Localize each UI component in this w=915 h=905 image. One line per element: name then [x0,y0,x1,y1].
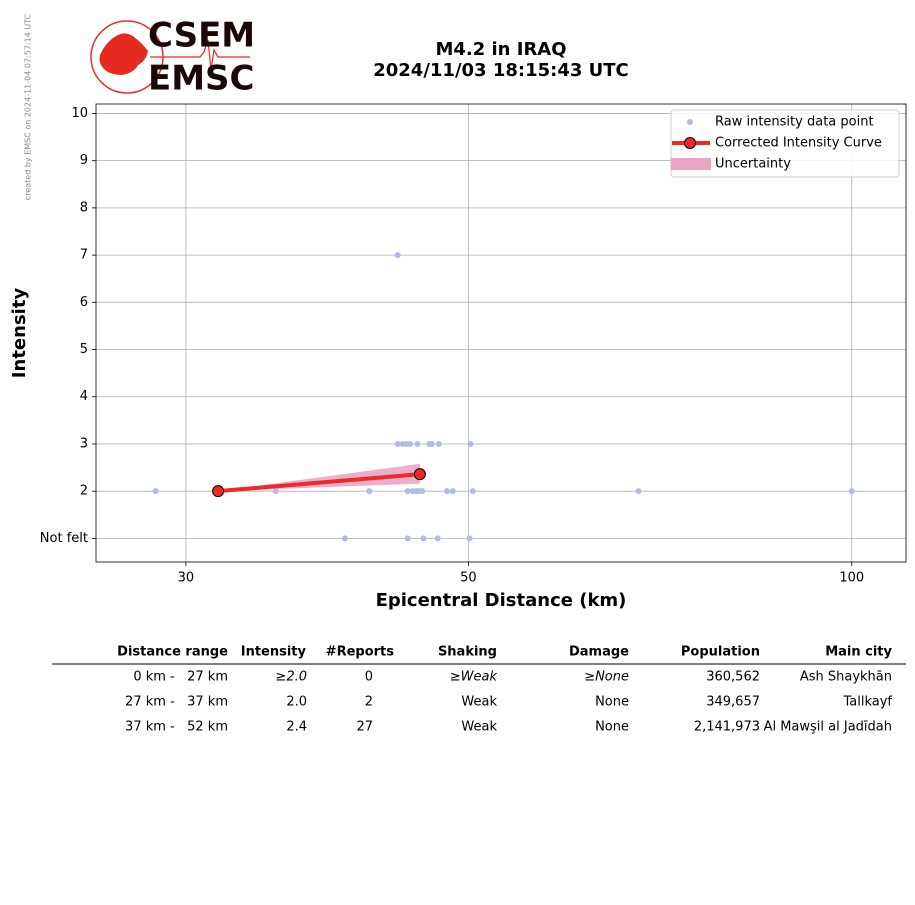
y-tick-label: 3 [80,436,88,451]
y-tick-label: 6 [80,295,88,310]
table-cell: 37 km - 52 km [125,720,228,735]
y-tick-label: 5 [80,342,88,357]
x-tick-label: 30 [178,571,195,586]
y-tick-label: 7 [80,248,88,263]
legend-label: Raw intensity data point [715,115,874,130]
table-cell: 360,562 [706,670,760,685]
table-cell: 2.0 [286,695,307,710]
x-axis-label: Epicentral Distance (km) [376,590,627,611]
legend-label: Corrected Intensity Curve [715,136,882,151]
table-cell: None [595,695,629,710]
data-point [419,488,426,495]
uncertainty-band [218,463,420,492]
y-tick-label: Not felt [40,531,88,546]
table-cell: Al Mawşil al Jadīdah [764,720,892,735]
legend: Raw intensity data point Corrected Intens… [670,109,900,178]
y-tick-label: 10 [71,106,88,121]
table-header: Damage [569,645,629,660]
plot: 30 50 100 Not felt 2 3 4 5 6 7 8 9 10 Raw intensity d… [40,103,907,586]
logo: CSEM EMSC [90,16,255,99]
data-point [466,535,473,542]
table-header: #Reports [326,645,395,660]
data-point [394,440,401,447]
table-cell: 0 km - 27 km [133,670,228,685]
table-cell: Weak [461,695,497,710]
table-header: Distance range [117,645,228,660]
table-cell: Tallkayf [842,695,892,710]
curve-line [217,472,421,494]
table-cell: ≥2.0 [275,670,307,685]
curve-point [212,485,225,498]
logo-top: CSEM [148,16,255,56]
data-point [635,488,642,495]
data-point [404,488,411,495]
table-cell: None [595,720,629,735]
table-header: Main city [825,645,892,660]
table-cell: 2 [365,695,373,710]
table: Distance range Intensity #Reports Shaking Da… [52,645,906,735]
y-tick-label: 4 [80,389,88,404]
y-tick-label: 8 [80,200,88,215]
y-axis-label: Intensity [9,288,30,379]
logo-bottom: EMSC [148,59,255,99]
curve-point [413,468,426,481]
x-tick-label: 100 [839,571,864,586]
y-tick-label: 2 [80,484,88,499]
chart-subtitle: 2024/11/03 18:15:43 UTC [373,60,629,81]
data-point [366,488,373,495]
table-header: Intensity [241,645,307,660]
logo-map [99,33,148,75]
table-cell: 2,141,973 [694,720,760,735]
table-cell: 27 [356,720,373,735]
table-cell: 349,657 [706,695,760,710]
chart-title: M4.2 in IRAQ [435,39,566,60]
table-cell: ≥Weak [450,670,498,685]
data-point [272,488,279,495]
data-point [341,535,348,542]
data-point [434,535,441,542]
data-point [414,440,421,447]
credit: created by EMSC on 2024-11-04 07:57:14 U… [24,13,33,200]
data-point [428,440,435,447]
legend-swatch [671,158,711,170]
table-header: Population [681,645,760,660]
y-tick-label: 9 [80,153,88,168]
legend-label: Uncertainty [715,157,791,172]
data-point [469,488,476,495]
table-cell: 2.4 [286,720,307,735]
data-point [467,440,474,447]
table-cell: ≥None [584,670,629,685]
data-point [404,535,411,542]
data-point [435,440,442,447]
legend-box [670,109,900,178]
table-cell: Weak [461,720,497,735]
x-tick-label: 50 [460,571,477,586]
data-point [394,252,401,259]
data-point [420,535,427,542]
data-point [848,488,855,495]
data-point [407,440,414,447]
table-cell: 0 [365,670,373,685]
legend-swatch [687,119,693,125]
plot-frame [95,103,907,563]
table-cell: 27 km - 37 km [125,695,228,710]
data-point [449,488,456,495]
table-header: Shaking [438,645,497,660]
logo-wave [150,39,250,71]
data-point [152,488,159,495]
table-cell: Ash Shaykhān [800,670,892,685]
legend-swatch [684,137,696,149]
data-point [443,488,450,495]
